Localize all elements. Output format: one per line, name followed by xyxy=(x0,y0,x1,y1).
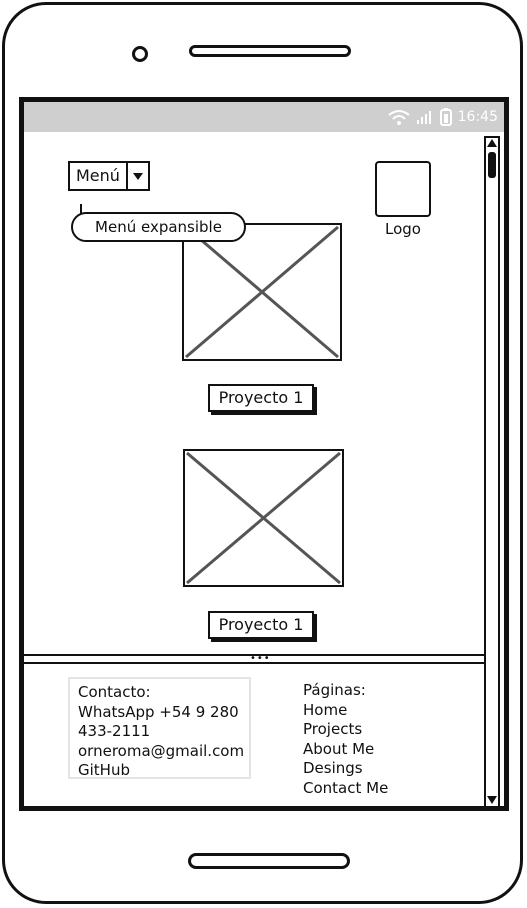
scroll-thumb[interactable] xyxy=(488,152,496,178)
contact-github[interactable]: GitHub xyxy=(78,761,130,779)
camera-icon xyxy=(132,46,148,62)
contact-phone[interactable]: 433-2111 xyxy=(78,722,151,740)
status-bar: 16:45 xyxy=(24,102,504,132)
project-button[interactable]: Proyecto 1 xyxy=(208,384,314,412)
home-button[interactable] xyxy=(188,853,350,869)
battery-icon xyxy=(439,108,452,126)
signal-icon xyxy=(416,111,431,124)
footer-divider[interactable] xyxy=(24,654,486,664)
tooltip: Menú expansible xyxy=(71,212,246,242)
drag-handle-icon[interactable]: ••• xyxy=(250,653,271,664)
nav-link-contact[interactable]: Contact Me xyxy=(303,778,389,797)
pages-title: Páginas: xyxy=(303,681,366,699)
contact-whatsapp[interactable]: WhatsApp +54 9 280 xyxy=(78,702,239,721)
scrollbar[interactable] xyxy=(484,136,500,806)
menu-label: Menú xyxy=(70,163,128,189)
contact-email[interactable]: orneroma@gmail.com xyxy=(78,741,245,760)
pages-section: Páginas: Home Projects About Me Desings … xyxy=(303,681,388,798)
menu-dropdown[interactable]: Menú xyxy=(68,161,150,191)
logo xyxy=(375,161,431,217)
chevron-down-icon[interactable] xyxy=(128,163,148,189)
nav-link-about[interactable]: About Me xyxy=(303,739,375,758)
logo-label: Logo xyxy=(385,220,421,238)
contact-section: Contacto: WhatsApp +54 9 280 433-2111 or… xyxy=(68,677,251,779)
contact-title: Contacto: xyxy=(78,683,151,701)
speaker-grille xyxy=(189,45,351,57)
project-image-placeholder xyxy=(183,449,344,587)
status-time: 16:45 xyxy=(457,109,498,125)
scroll-up-icon[interactable] xyxy=(487,139,497,147)
project-button[interactable]: Proyecto 1 xyxy=(208,611,314,639)
nav-link-home[interactable]: Home xyxy=(303,700,348,719)
wifi-icon xyxy=(388,110,410,125)
nav-link-designs[interactable]: Desings xyxy=(303,759,363,777)
scroll-down-icon[interactable] xyxy=(487,796,497,804)
nav-link-projects[interactable]: Projects xyxy=(303,720,363,738)
screen: 16:45 Menú Logo Menú expansible Proyecto… xyxy=(19,97,509,811)
project-image-placeholder xyxy=(182,223,342,361)
